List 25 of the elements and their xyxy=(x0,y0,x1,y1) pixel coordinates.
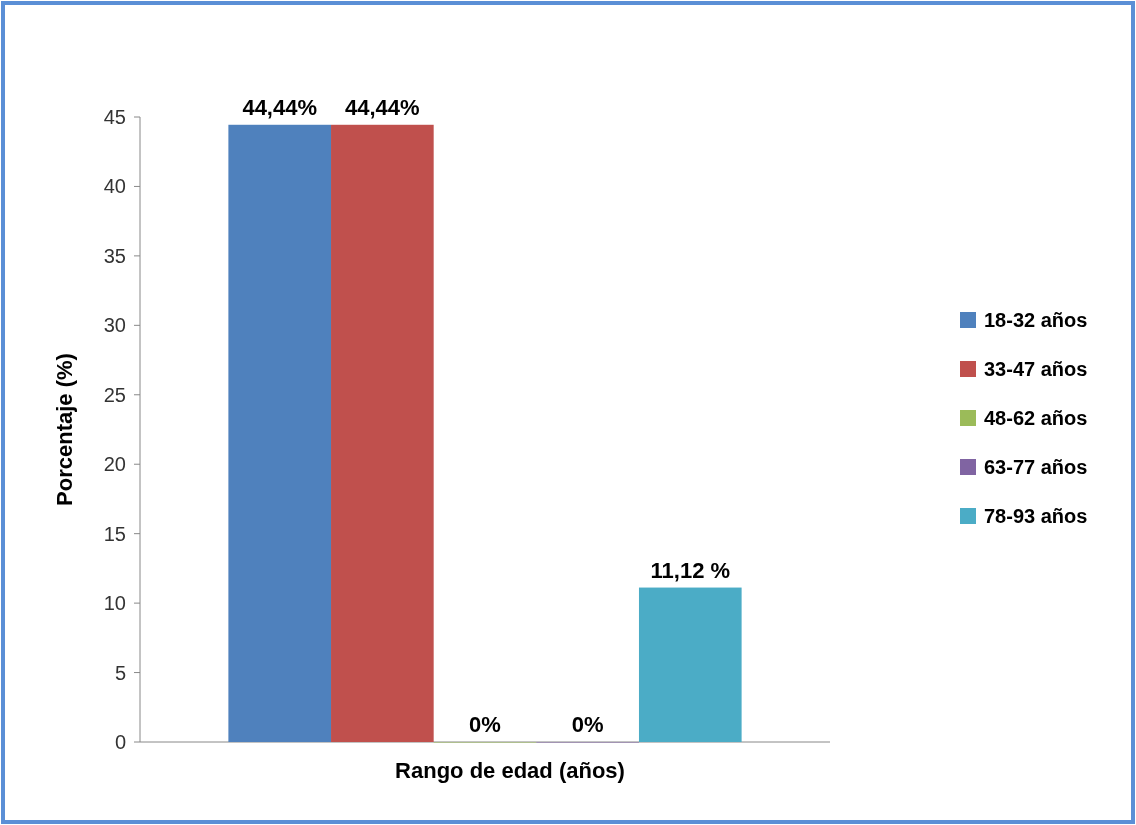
x-axis-title: Rango de edad (años) xyxy=(395,758,625,783)
bar xyxy=(331,124,434,742)
y-tick-label: 10 xyxy=(103,592,126,615)
y-tick-label: 0 xyxy=(114,731,126,753)
y-tick-label: 25 xyxy=(103,383,126,406)
data-label: 44,44% xyxy=(345,94,420,120)
y-axis-title: Porcentaje (%) xyxy=(52,353,77,506)
bar xyxy=(638,587,742,742)
y-tick-label: 30 xyxy=(103,314,126,337)
legend-label: 33-47 años xyxy=(984,358,1088,380)
y-tick-label: 15 xyxy=(103,522,126,545)
y-tick-label: 35 xyxy=(103,244,126,267)
legend-label: 78-93 años xyxy=(984,505,1088,527)
legend-label: 48-62 años xyxy=(984,407,1088,429)
legend-label: 63-77 años xyxy=(984,456,1088,478)
data-label: 11,12 % xyxy=(650,557,731,583)
y-tick-label: 40 xyxy=(103,175,126,198)
y-tick-label: 45 xyxy=(103,106,126,128)
legend-label: 18-32 años xyxy=(984,309,1088,331)
data-label: 44,44% xyxy=(242,94,318,120)
bar xyxy=(228,124,332,742)
y-tick-label: 5 xyxy=(114,661,126,684)
data-label: 0% xyxy=(571,712,604,737)
y-tick-label: 20 xyxy=(103,453,126,476)
data-label: 0% xyxy=(469,712,501,737)
